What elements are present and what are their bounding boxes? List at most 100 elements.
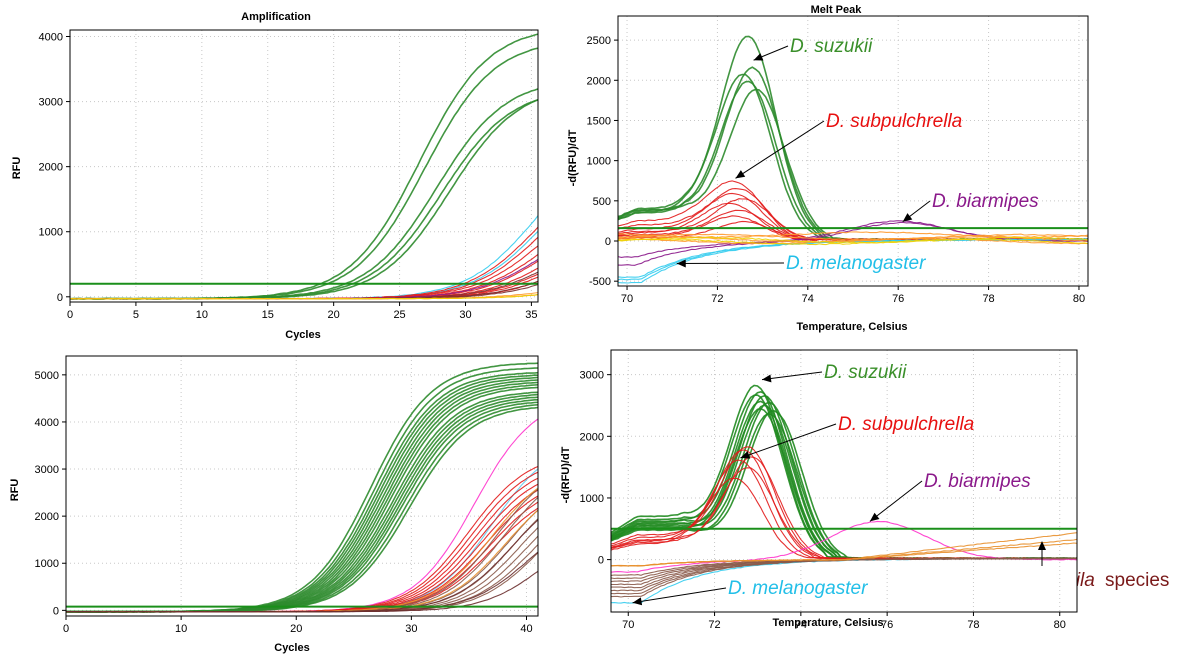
x-tick-label: 5 (133, 309, 139, 321)
x-tick-label: 30 (405, 623, 417, 635)
species-label: D. melanogaster (786, 253, 926, 274)
panel-d-melt-peak: -d(RFU)/dT Temperature, Celsius D other … (560, 349, 1169, 631)
panel-c-ylabel: RFU (9, 479, 21, 502)
panel-b-ylabel: -d(RFU)/dT (567, 129, 579, 186)
annotation-arrow-line (676, 262, 785, 264)
y-tick-label: 4000 (35, 417, 59, 429)
x-tick-label: 0 (63, 623, 69, 635)
x-tick-label: 10 (175, 623, 187, 635)
x-tick-label: 76 (881, 619, 893, 631)
y-tick-label: 1000 (39, 227, 63, 239)
y-tick-label: 4000 (39, 32, 63, 44)
species-label: D. suzukii (824, 362, 907, 383)
x-tick-label: 40 (520, 623, 532, 635)
other-species-suffix: species (1105, 570, 1169, 591)
annotation-arrow-head (740, 451, 751, 459)
annotation-arrow-line (735, 120, 825, 179)
panel-a-title: Amplification (241, 11, 311, 23)
x-tick-label: 30 (459, 309, 471, 321)
y-tick-label: 1500 (587, 115, 611, 127)
x-tick-label: 78 (967, 619, 979, 631)
species-label: D. biarmipes (924, 471, 1031, 492)
curves-b (618, 35, 1088, 284)
y-tick-label: 2000 (35, 511, 59, 523)
panel-b-melt-peak: Melt Peak -d(RFU)/dT Temperature, Celsiu… (567, 4, 1089, 333)
x-tick-label: 70 (622, 619, 634, 631)
annotation-arrow-line (869, 480, 923, 522)
curve-b (618, 236, 1088, 244)
panel-d-xlabel: Temperature, Celsius (772, 617, 883, 629)
annotation-arrow-line (761, 371, 823, 381)
y-tick-label: 0 (605, 236, 611, 248)
y-tick-label: 1000 (587, 156, 611, 168)
x-tick-label: 80 (1073, 293, 1085, 305)
x-tick-label: 78 (982, 293, 994, 305)
x-tick-label: 25 (393, 309, 405, 321)
panel-a-ylabel: RFU (11, 157, 23, 180)
panel-c-amplification: RFU Cycles C 010203040010002000300040005… (9, 355, 539, 654)
y-tick-label: 3000 (580, 370, 604, 382)
curves-d (611, 384, 1077, 604)
y-tick-label: 5000 (35, 370, 59, 382)
curve-b (618, 238, 1088, 246)
annotation-arrow-head (869, 512, 880, 522)
annotation-arrow-head (753, 53, 764, 61)
y-tick-label: 500 (593, 196, 611, 208)
species-label: D. suzukii (790, 36, 873, 57)
x-tick-label: 72 (708, 619, 720, 631)
y-tick-label: 3000 (35, 464, 59, 476)
x-tick-label: 20 (328, 309, 340, 321)
x-tick-label: 70 (621, 293, 633, 305)
plot-frame (617, 15, 1089, 287)
y-tick-label: 2000 (580, 431, 604, 443)
annotation-arrow-head (676, 259, 686, 268)
annotation-arrow-line (740, 423, 837, 459)
annotation-arrow-line (632, 587, 727, 604)
curve-b (618, 233, 1088, 241)
plot-area-a (70, 30, 538, 302)
y-tick-label: 2000 (587, 75, 611, 87)
panel-b-xlabel: Temperature, Celsius (796, 321, 907, 333)
curve-a (70, 293, 538, 300)
curve-b (618, 237, 1088, 245)
curves-a (70, 33, 538, 300)
annotation-arrow-head (902, 213, 913, 222)
x-tick-label: 76 (892, 293, 904, 305)
annotation-arrow-head (632, 597, 643, 606)
plot-frame (69, 29, 539, 303)
panel-c-xlabel: Cycles (274, 642, 309, 654)
species-label: D. subpulchrella (826, 111, 962, 132)
x-tick-label: 20 (290, 623, 302, 635)
y-tick-label: 0 (57, 292, 63, 304)
other-species-arrow-head (1038, 541, 1046, 550)
y-tick-label: 2000 (39, 162, 63, 174)
y-tick-label: 0 (598, 555, 604, 567)
species-label: D. biarmipes (932, 191, 1039, 212)
species-label: D. subpulchrella (838, 414, 974, 435)
y-tick-label: 0 (53, 605, 59, 617)
x-tick-label: 10 (196, 309, 208, 321)
panel-d-ylabel: -d(RFU)/dT (560, 446, 572, 503)
plot-frame (65, 355, 539, 617)
panel-a-amplification: Amplification RFU Cycles A 0510152025303… (11, 11, 539, 341)
y-tick-label: 1000 (580, 493, 604, 505)
x-tick-label: 15 (262, 309, 274, 321)
y-tick-label: 2500 (587, 35, 611, 47)
species-label: D. melanogaster (728, 578, 868, 599)
annotation-arrow-head (762, 374, 772, 383)
plot-frame (610, 349, 1078, 613)
x-tick-label: 72 (711, 293, 723, 305)
y-tick-label: 1000 (35, 558, 59, 570)
panel-a-xlabel: Cycles (285, 329, 320, 341)
y-tick-label: -500 (589, 276, 611, 288)
panel-b-title: Melt Peak (811, 4, 863, 16)
x-tick-label: 74 (802, 293, 814, 305)
x-tick-label: 35 (525, 309, 537, 321)
x-tick-label: 0 (67, 309, 73, 321)
curves-c (66, 362, 538, 613)
x-tick-label: 74 (795, 619, 807, 631)
annotation-arrow-head (735, 170, 746, 179)
y-tick-label: 3000 (39, 97, 63, 109)
x-tick-label: 80 (1054, 619, 1066, 631)
